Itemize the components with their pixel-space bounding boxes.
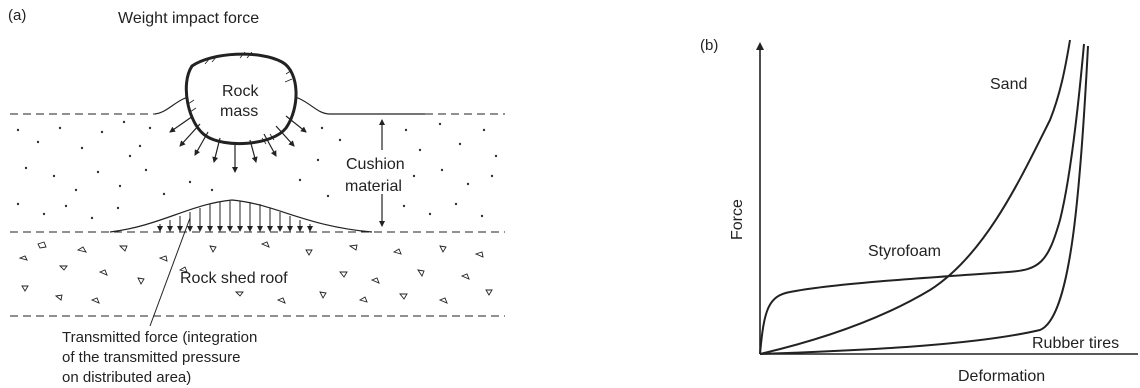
curve-label-sand: Sand (990, 76, 1027, 93)
curve-label-rubber-tires: Rubber tires (1032, 335, 1119, 352)
rock-mass-shape (184, 52, 298, 146)
cushion-sand-dots (16, 120, 498, 220)
rock-label-1: Rock (222, 83, 259, 100)
panel-b: (b) Force Deformation Sand Styrofoam Rub… (700, 37, 1138, 385)
transmitted-label-1: Transmitted force (integration (62, 329, 257, 346)
rock-pressure-arrows (169, 115, 307, 173)
x-axis-label: Deformation (958, 368, 1045, 385)
curve-rubber-tires (759, 45, 1089, 355)
cushion-label-1: Cushion (346, 156, 405, 173)
curve-sand (759, 39, 1071, 355)
distributed-pressure-arrows (157, 201, 313, 232)
panel-a: (a) Weight impact force Rock mass (8, 7, 505, 386)
transmitted-leader-line (149, 217, 191, 327)
panel-a-tag: (a) (8, 7, 26, 24)
transmitted-label-2: of the transmitted pressure (62, 349, 240, 366)
roof-label: Rock shed roof (180, 270, 288, 287)
panel-b-tag: (b) (700, 37, 718, 54)
rock-label-2: mass (220, 103, 258, 120)
curve-label-styrofoam: Styrofoam (868, 243, 941, 260)
curve-styrofoam (759, 43, 1085, 355)
impact-force-label: Weight impact force (118, 10, 259, 27)
pressure-distribution-curve (109, 199, 373, 233)
rock-hatching (187, 51, 293, 145)
cushion-label-2: material (345, 178, 402, 195)
roof-rock-fragments (18, 241, 493, 304)
y-axis-label: Force (729, 199, 746, 240)
transmitted-label-3: on distributed area) (62, 369, 191, 386)
